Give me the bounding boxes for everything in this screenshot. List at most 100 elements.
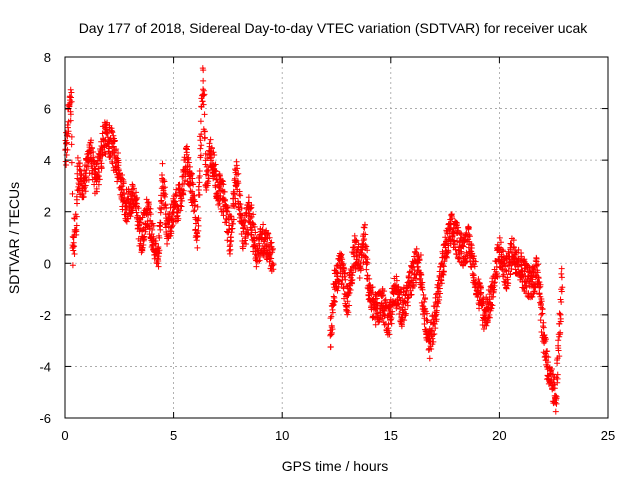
data-points [62, 65, 566, 415]
data-point [71, 215, 78, 222]
data-point [83, 173, 90, 180]
data-point [523, 284, 530, 291]
data-point [265, 230, 272, 237]
data-point [448, 220, 455, 227]
data-point [476, 305, 483, 312]
data-point [239, 245, 246, 252]
data-point [185, 159, 192, 166]
data-point [532, 271, 539, 278]
data-point [346, 289, 353, 296]
data-point [327, 315, 334, 322]
data-point [442, 234, 449, 241]
data-point [502, 262, 509, 269]
data-point [194, 203, 201, 210]
data-point [247, 231, 254, 238]
data-point [417, 251, 424, 258]
data-point [198, 131, 205, 138]
data-point [172, 198, 179, 205]
data-point [396, 311, 403, 318]
data-point [139, 244, 146, 251]
data-point [352, 238, 359, 245]
data-point [90, 148, 97, 155]
data-point [248, 227, 255, 234]
data-point [233, 171, 240, 178]
data-point [341, 273, 348, 280]
data-point [64, 124, 71, 131]
data-point [349, 272, 356, 279]
data-point [111, 138, 118, 145]
data-point [559, 284, 566, 291]
x-tick-label: 5 [170, 428, 177, 443]
data-point [525, 262, 532, 269]
data-point [194, 244, 201, 251]
data-point [402, 306, 409, 313]
data-point [82, 188, 89, 195]
data-point [194, 233, 201, 240]
data-point [189, 180, 196, 187]
data-point [68, 133, 75, 140]
data-point [205, 178, 212, 185]
data-point [335, 283, 342, 290]
data-point [553, 393, 560, 400]
data-point [465, 223, 472, 230]
data-point [344, 298, 351, 305]
data-point [82, 182, 89, 189]
y-tick-label: 0 [44, 256, 51, 271]
data-point [470, 253, 477, 260]
x-tick-label: 0 [61, 428, 68, 443]
data-point [454, 237, 461, 244]
data-point [340, 265, 347, 272]
plot-frame [64, 56, 609, 419]
data-point [387, 316, 394, 323]
data-point [161, 184, 168, 191]
data-point [62, 158, 69, 165]
data-point [340, 261, 347, 268]
data-point [545, 354, 552, 361]
data-point [229, 225, 236, 232]
data-point [121, 194, 128, 201]
data-point [249, 220, 256, 227]
data-point [544, 348, 551, 355]
data-point [458, 248, 465, 255]
data-point [338, 251, 345, 258]
data-point [162, 191, 169, 198]
data-point [528, 273, 535, 280]
y-axis-ticks: -6 -4 -2 0 2 4 6 8 [39, 50, 608, 426]
data-point [353, 237, 360, 244]
data-point [247, 205, 254, 212]
data-point [497, 239, 504, 246]
data-point [366, 275, 373, 282]
data-point [206, 140, 213, 147]
data-point [505, 280, 512, 287]
data-point [556, 310, 563, 317]
data-point [190, 198, 197, 205]
data-point [198, 142, 205, 149]
chart-title: Day 177 of 2018, Sidereal Day-to-day VTE… [79, 20, 589, 36]
data-point [468, 242, 475, 249]
data-point [92, 166, 99, 173]
data-point [484, 319, 491, 326]
data-point [204, 167, 211, 174]
data-point [412, 249, 419, 256]
data-point [242, 235, 249, 242]
data-point [358, 265, 365, 272]
data-point [156, 247, 163, 254]
data-point [557, 311, 564, 318]
data-point [162, 201, 169, 208]
data-point [200, 77, 207, 84]
data-point [135, 205, 142, 212]
data-point [455, 224, 462, 231]
data-point [417, 275, 424, 282]
data-point [552, 392, 559, 399]
data-point [431, 331, 438, 338]
data-point [156, 234, 163, 241]
data-point [67, 108, 74, 115]
data-point [98, 164, 105, 171]
data-point [169, 222, 176, 229]
data-point [191, 192, 198, 199]
data-point [475, 276, 482, 283]
data-point [460, 243, 467, 250]
data-point [168, 223, 175, 230]
data-point [246, 218, 253, 225]
data-point [556, 333, 563, 340]
